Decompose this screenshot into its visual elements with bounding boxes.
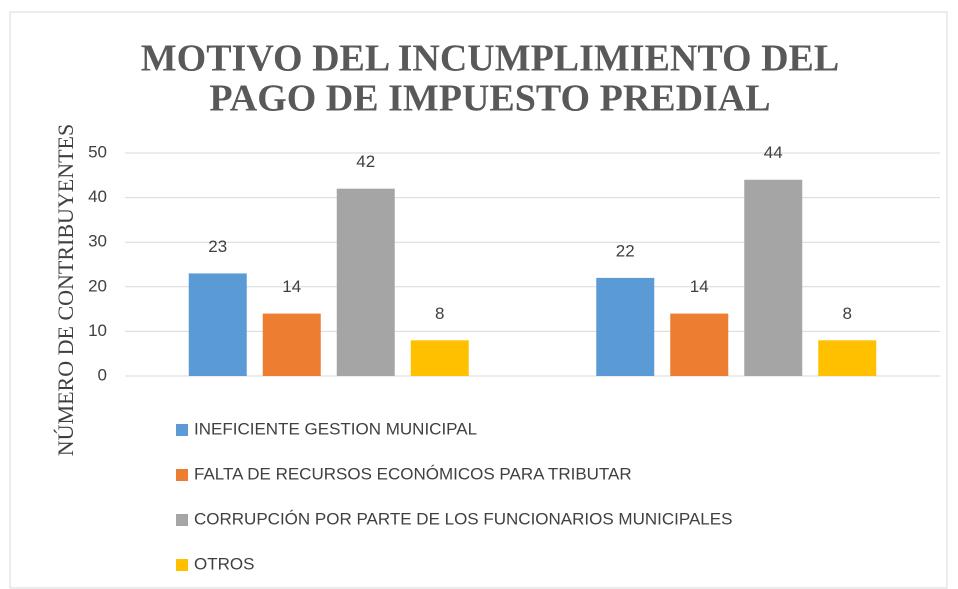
y-axis-label: NÚMERO DE CONTRIBUYENTES: [53, 124, 78, 456]
data-label: 8: [435, 304, 444, 323]
data-label: 14: [282, 277, 301, 296]
bar: [262, 313, 321, 376]
data-label: 8: [843, 304, 852, 323]
bar: [596, 277, 655, 376]
chart-frame: [9, 11, 948, 589]
bar: [410, 340, 469, 376]
legend-swatch: [176, 559, 188, 571]
data-label: 42: [356, 152, 375, 171]
legend-swatch: [176, 514, 188, 526]
legend-label: OTROS: [194, 554, 254, 573]
y-tick-label: 0: [98, 365, 107, 384]
bar: [188, 273, 247, 376]
chart-title: MOTIVO DEL INCUMPLIMIENTO DEL: [141, 38, 839, 80]
y-tick-label: 40: [88, 187, 107, 206]
bar: [336, 188, 395, 376]
y-tick-label: 10: [88, 321, 107, 340]
bar: [670, 313, 729, 376]
legend-label: FALTA DE RECURSOS ECONÓMICOS PARA TRIBUT…: [194, 464, 632, 483]
legend-label: INEFICIENTE GESTION MUNICIPAL: [194, 419, 477, 438]
y-tick-label: 30: [88, 232, 107, 251]
y-tick-label: 50: [88, 142, 107, 161]
legend-swatch: [176, 424, 188, 436]
data-label: 23: [208, 237, 227, 256]
data-label: 14: [690, 277, 709, 296]
legend-swatch: [176, 469, 188, 481]
data-label: 22: [616, 241, 635, 260]
data-label: 44: [764, 143, 783, 162]
legend-label: CORRUPCIÓN POR PARTE DE LOS FUNCIONARIOS…: [194, 509, 732, 528]
y-tick-label: 20: [88, 276, 107, 295]
bar: [818, 340, 877, 376]
bar: [744, 179, 803, 376]
chart-title: PAGO DE IMPUESTO PREDIAL: [209, 78, 770, 120]
